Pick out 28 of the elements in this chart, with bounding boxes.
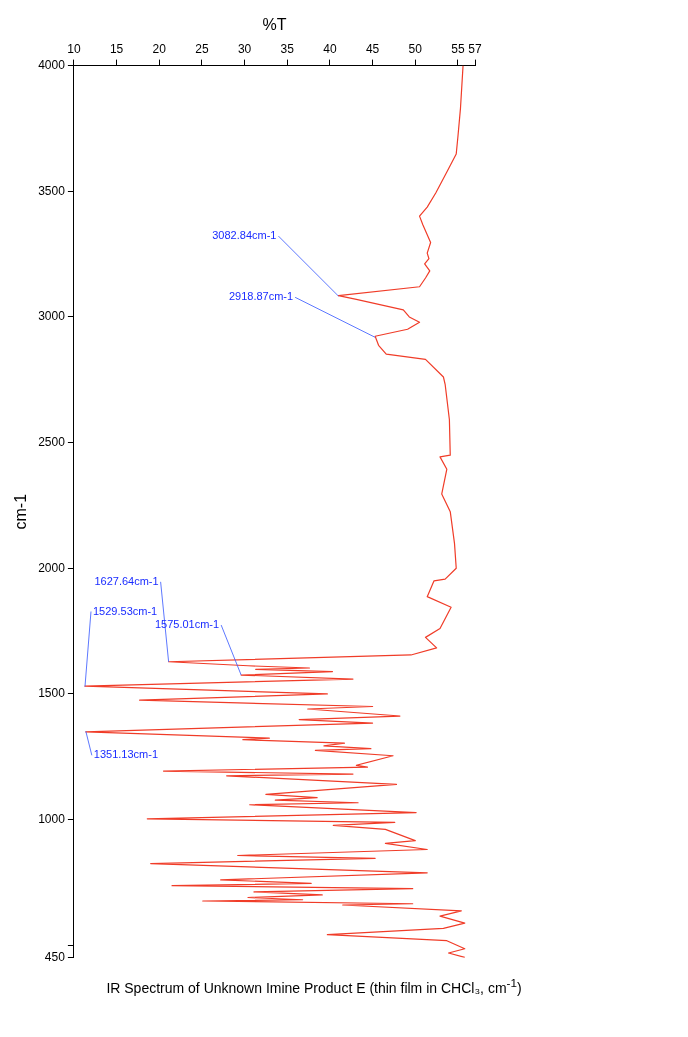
- x-tick-label: 40: [323, 41, 337, 56]
- annotation: 2918.87cm-1: [228, 290, 294, 303]
- y-tick-label: 3000: [38, 309, 66, 324]
- y-axis-title: cm-1: [12, 493, 30, 530]
- x-tick-label: 55: [451, 41, 465, 56]
- annotation: 1575.01cm-1: [154, 618, 220, 631]
- y-tick-label: 1000: [38, 811, 66, 826]
- annotation: 1529.53cm-1: [92, 604, 158, 617]
- y-tick-label: 2500: [38, 434, 66, 449]
- x-tick-label: 35: [280, 41, 295, 56]
- annotation: 1351.13cm-1: [93, 748, 159, 761]
- y-tick-label: 450: [44, 950, 66, 965]
- x-tick-label: 10: [67, 41, 81, 56]
- x-tick-label: 45: [365, 41, 380, 56]
- y-tick-label: 4000: [38, 57, 66, 72]
- text: IR Spectrum of Unknown Imine Product E (thin film in CHCl₃, cm$^{-1}$): [105, 976, 523, 996]
- y-tick-label: 2000: [38, 560, 66, 575]
- y-tick-label: 3500: [38, 183, 66, 198]
- x-tick-label: 50: [408, 41, 423, 56]
- annotation: 3082.84cm-1: [212, 229, 277, 242]
- x-tick-label: 20: [152, 41, 167, 56]
- x-tick-label: 15: [109, 41, 124, 56]
- annotation: 1627.64cm-1: [94, 574, 159, 587]
- x-axis-title: %T: [262, 16, 287, 34]
- x-tick-label: 57: [468, 41, 482, 56]
- x-tick-label: 30: [237, 41, 252, 56]
- x-tick-label: 25: [195, 41, 209, 56]
- y-tick-label: 1500: [38, 686, 66, 701]
